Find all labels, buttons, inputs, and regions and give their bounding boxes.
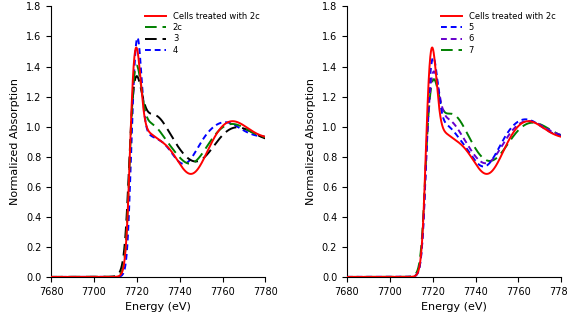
X-axis label: Energy (eV): Energy (eV) <box>421 302 487 312</box>
X-axis label: Energy (eV): Energy (eV) <box>125 302 191 312</box>
Legend: Cells treated with 2c, 5, 6, 7: Cells treated with 2c, 5, 6, 7 <box>439 11 557 56</box>
Y-axis label: Normalized Absorption: Normalized Absorption <box>306 78 316 205</box>
Y-axis label: Normalized Absorption: Normalized Absorption <box>10 78 20 205</box>
Legend: Cells treated with 2c, 2c, 3, 4: Cells treated with 2c, 2c, 3, 4 <box>143 11 261 56</box>
